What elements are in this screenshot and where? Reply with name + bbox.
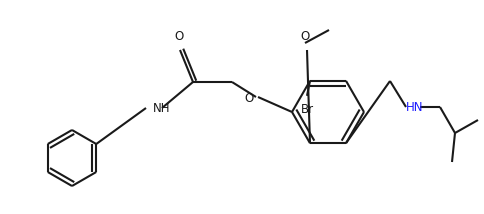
Text: O: O (174, 30, 183, 43)
Text: O: O (300, 30, 309, 43)
Text: NH: NH (152, 101, 170, 114)
Text: O: O (244, 92, 254, 104)
Text: HN: HN (405, 101, 423, 113)
Text: Br: Br (300, 103, 313, 116)
